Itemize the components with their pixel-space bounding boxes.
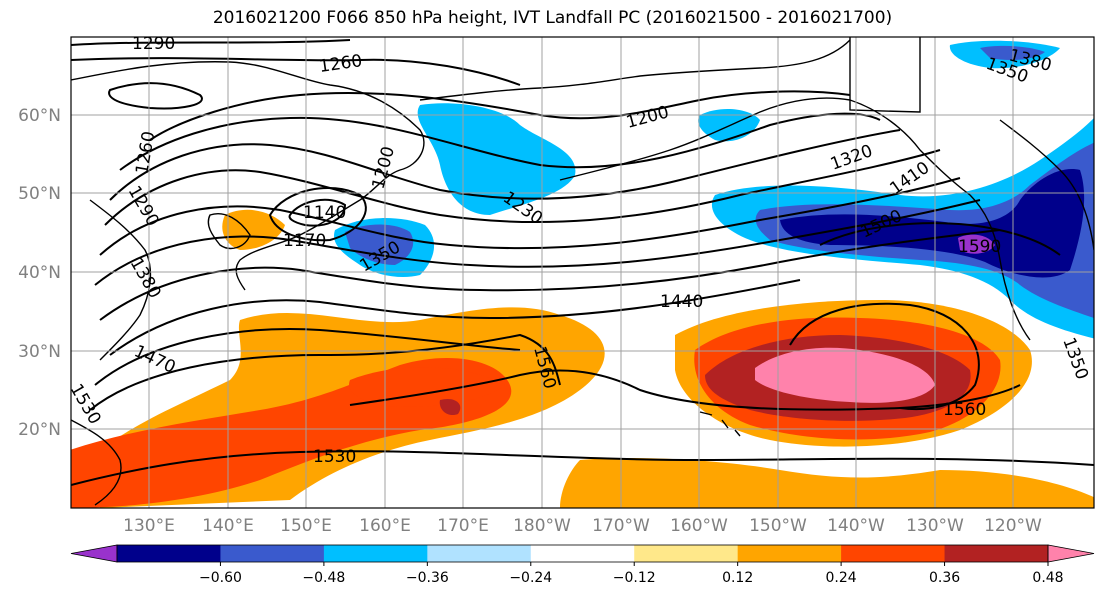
contour-label: 1170 xyxy=(283,231,326,251)
colorbar-segment xyxy=(737,545,842,562)
latitude-labels: 60°N 50°N 40°N 30°N 20°N xyxy=(18,106,61,440)
colorbar-tick-label: −0.12 xyxy=(613,570,656,586)
longitude-labels: 130°E 140°E 150°E 160°E 170°E 180°W 170°… xyxy=(123,516,1042,536)
contour-label: 1560 xyxy=(943,400,986,420)
lon-label: 130°E xyxy=(123,516,175,536)
lon-label: 170°W xyxy=(592,516,650,536)
colorbar-tick-label: 0.24 xyxy=(826,570,857,586)
colorbar-segment xyxy=(117,545,221,562)
colorbar-tick-label: −0.36 xyxy=(406,570,449,586)
colorbar-tick-label: −0.60 xyxy=(199,570,242,586)
colorbar-segment xyxy=(841,545,946,562)
colorbar-tick-label: 0.12 xyxy=(722,570,753,586)
colorbar-tick-label: 0.36 xyxy=(929,570,960,586)
graticule xyxy=(71,37,1094,508)
colorbar-segment xyxy=(427,545,532,562)
lon-label: 140°W xyxy=(827,516,885,536)
colorbar-segment xyxy=(323,545,428,562)
colorbar-segment xyxy=(220,545,325,562)
colorbar-frame xyxy=(116,544,1049,563)
lon-label: 150°E xyxy=(280,516,332,536)
contour-label: 1290 xyxy=(132,34,175,54)
colorbar-tick-label: −0.48 xyxy=(302,570,345,586)
lat-label: 60°N xyxy=(18,106,61,126)
lon-label: 160°W xyxy=(670,516,728,536)
map-title: 2016021200 F066 850 hPa height, IVT Land… xyxy=(212,8,893,28)
lat-label: 40°N xyxy=(18,263,61,283)
contour-label: 1590 xyxy=(958,237,1001,257)
height-contours xyxy=(71,39,1094,486)
lat-label: 20°N xyxy=(18,420,61,440)
contour-labels: 1290 1260 1260 1290 1200 1230 1170 1140 … xyxy=(71,34,1092,467)
colorbar-tick-label: −0.24 xyxy=(509,570,552,586)
lon-label: 140°E xyxy=(202,516,254,536)
lat-label: 30°N xyxy=(18,342,61,362)
colorbar-extend-low xyxy=(70,544,118,563)
colorbar: −0.60 −0.48 −0.36 −0.24 −0.12 0.12 0.24 0.36 0.4… xyxy=(70,544,1095,586)
lon-label: 170°E xyxy=(437,516,489,536)
colorbar-extend-high xyxy=(1047,544,1095,563)
lon-label: 120°W xyxy=(984,516,1042,536)
colorbar-segment xyxy=(634,545,739,562)
lon-label: 160°E xyxy=(359,516,411,536)
map-frame xyxy=(70,36,1095,509)
lon-label: 180°W xyxy=(513,516,571,536)
contour-label: 1440 xyxy=(660,292,703,312)
lon-label: 130°W xyxy=(906,516,964,536)
contour-label: 1140 xyxy=(303,203,346,223)
colorbar-tick-label: 0.48 xyxy=(1032,570,1063,586)
lat-label: 50°N xyxy=(18,184,61,204)
colorbar-segment xyxy=(530,545,635,562)
contour-label: 1530 xyxy=(313,447,356,467)
lon-label: 150°W xyxy=(749,516,807,536)
colorbar-segment xyxy=(944,545,1049,562)
